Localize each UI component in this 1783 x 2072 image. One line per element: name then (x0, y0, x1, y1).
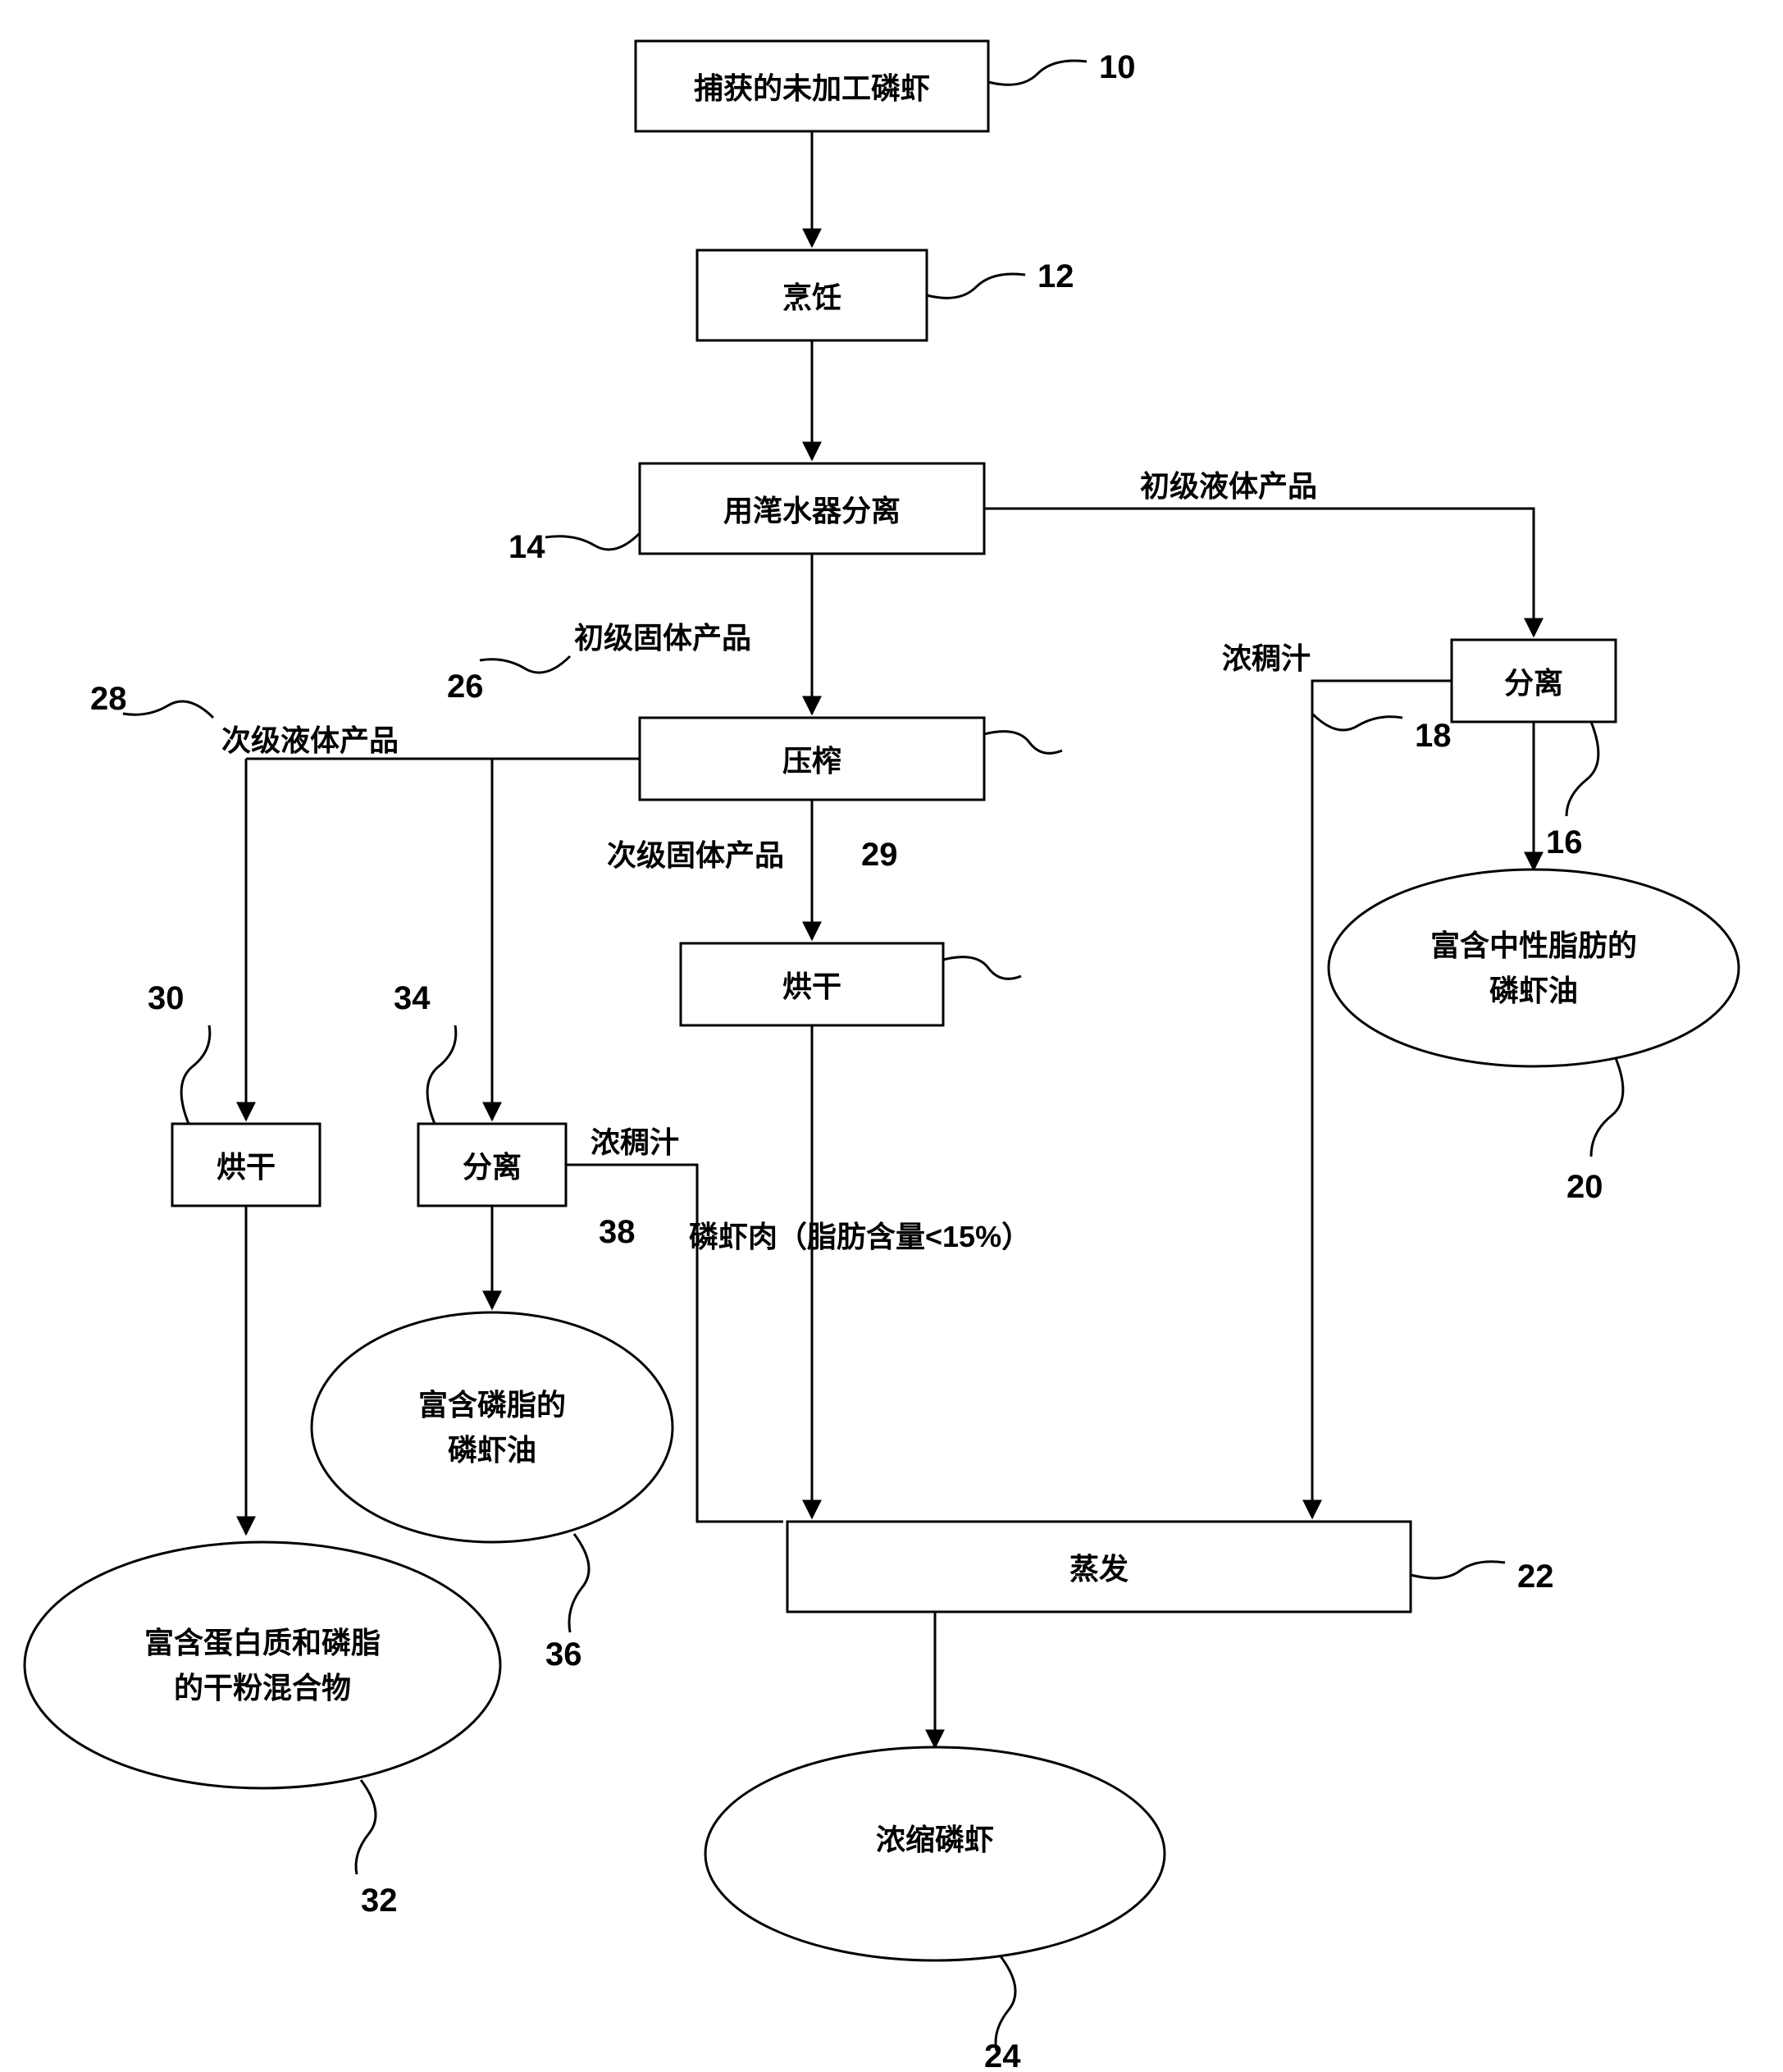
edge-secondary-liquid: 次级液体产品 (221, 723, 399, 757)
node-press-label: 压榨 (782, 744, 841, 778)
num-34: 34 (394, 980, 431, 1016)
edge-primary-liquid: 初级液体产品 (1140, 469, 1317, 503)
num-20: 20 (1566, 1169, 1603, 1205)
edge-primary-solid: 初级固体产品 (574, 621, 751, 655)
edge-thick-juice-2: 浓稠汁 (591, 1125, 679, 1159)
node-dry2-label: 烘干 (217, 1150, 276, 1184)
node-phos-l2: 磷虾油 (448, 1433, 536, 1467)
node-neutral-l2: 磷虾油 (1489, 974, 1578, 1007)
node-phos-l1: 富含磷脂的 (418, 1388, 566, 1422)
node-neutral-l1: 富含中性脂肪的 (1430, 929, 1637, 962)
edge-thick-juice-1: 浓稠汁 (1222, 641, 1311, 675)
num-30: 30 (148, 980, 185, 1016)
num-12: 12 (1037, 258, 1074, 294)
node-cook-label: 烹饪 (782, 281, 841, 314)
node-protein-l1: 富含蛋白质和磷脂 (144, 1626, 381, 1659)
num-36: 36 (545, 1636, 582, 1673)
edge-krill-meat: 磷虾肉（脂肪含量<15%） (689, 1220, 1031, 1253)
num-14: 14 (508, 529, 545, 565)
node-protein-l2: 的干粉混合物 (174, 1671, 351, 1705)
num-16: 16 (1546, 824, 1583, 860)
num-24: 24 (984, 2038, 1021, 2072)
node-raw-label: 捕获的未加工磷虾 (694, 71, 930, 105)
num-10: 10 (1099, 49, 1136, 85)
node-sep2-label: 分离 (463, 1150, 522, 1184)
num-18: 18 (1415, 718, 1452, 754)
num-38: 38 (599, 1214, 636, 1250)
node-dry1-label: 烘干 (782, 970, 841, 1003)
node-sep1-label: 分离 (1504, 666, 1563, 700)
edge-secondary-solid: 次级固体产品 (607, 838, 784, 872)
num-28: 28 (90, 681, 127, 717)
node-decant-label: 用滗水器分离 (723, 494, 901, 527)
node-conc-label: 浓缩磷虾 (876, 1823, 994, 1856)
num-22: 22 (1517, 1559, 1554, 1595)
num-26: 26 (447, 669, 484, 705)
num-29: 29 (861, 837, 898, 873)
node-evap-label: 蒸发 (1069, 1552, 1129, 1586)
num-32: 32 (361, 1883, 398, 1919)
